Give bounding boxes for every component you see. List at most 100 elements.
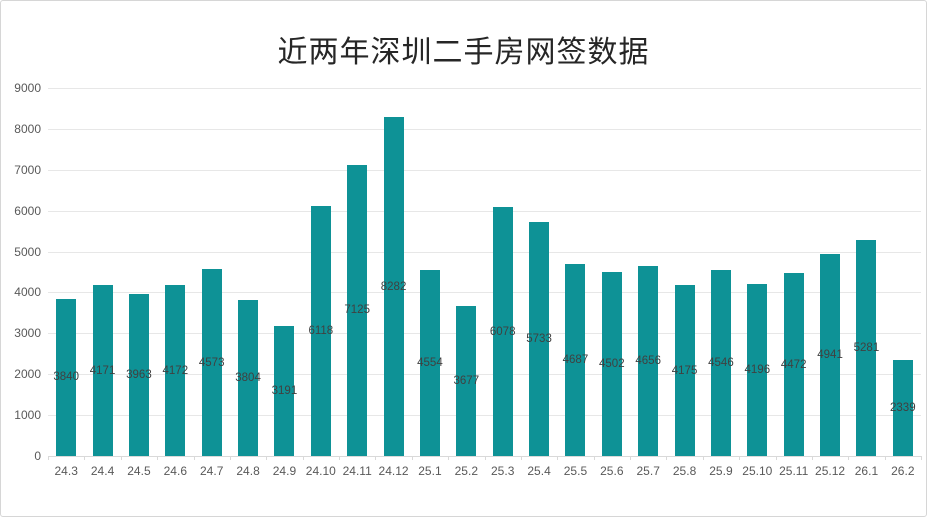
x-axis-tick (120, 456, 122, 460)
x-axis-category-label: 24.3 (54, 464, 78, 478)
bar-25.9 (710, 270, 731, 456)
bar-value-label: 4196 (744, 364, 771, 377)
x-axis-category-label: 25.1 (418, 464, 442, 478)
bar-value-label: 4171 (89, 364, 116, 377)
bar-value-label: 6118 (308, 324, 334, 337)
bar-24.3 (56, 299, 77, 456)
x-axis-category-label: 24.6 (163, 464, 187, 478)
x-axis-tick (702, 456, 704, 460)
bar-value-label: 8282 (380, 280, 407, 293)
x-axis-category-label: 24.9 (272, 464, 297, 478)
x-axis-tick (884, 456, 886, 460)
x-axis-tick (339, 456, 340, 460)
bar-value-label: 4554 (417, 356, 443, 369)
bar-25.11 (783, 273, 804, 456)
y-axis-tick-label: 7000 (14, 162, 41, 177)
x-axis-category-label: 25.6 (600, 464, 624, 478)
bar-25.8 (674, 285, 695, 456)
bar-value-label: 4175 (671, 364, 698, 377)
bar-24.11 (347, 164, 368, 456)
x-axis-category-label: 25.4 (527, 464, 551, 478)
x-axis-tick (630, 456, 631, 460)
bar-value-label: 6078 (489, 325, 516, 338)
gridline-9000 (48, 88, 921, 89)
gridline-2000 (48, 374, 921, 376)
gridline-4000 (48, 292, 921, 294)
bar-value-label: 3677 (453, 374, 480, 387)
x-axis-tick (593, 456, 595, 460)
bar-24.8 (238, 300, 259, 456)
x-axis-category-label: 26.1 (854, 464, 879, 478)
x-axis-category-label: 24.8 (236, 464, 260, 478)
x-axis-tick (266, 456, 268, 460)
x-axis-tick (448, 456, 450, 460)
gridline-5000 (48, 251, 921, 253)
bar-24.7 (201, 269, 222, 456)
bar-value-label: 4941 (817, 348, 843, 361)
y-axis-tick-label: 2000 (14, 367, 41, 382)
bar-26.1 (856, 240, 877, 456)
bar-25.7 (638, 265, 659, 456)
x-axis-category-label: 25.8 (672, 464, 697, 478)
y-axis-tick-label: 5000 (14, 244, 41, 259)
gridline-3000 (48, 333, 921, 335)
bar-value-label: 2339 (890, 402, 916, 415)
gridline-8000 (48, 128, 921, 130)
plot-area: 0 1000 2000 3000 4000 5000 6000 7000 8000 9000 384… (14, 81, 922, 478)
bar-value-label: 4546 (708, 357, 734, 370)
bar-value-label: 5281 (853, 342, 880, 355)
x-axis-tick (484, 456, 486, 460)
x-axis-tick (84, 456, 86, 460)
x-axis-category-label: 26.2 (891, 464, 915, 478)
y-axis-tick-label: 6000 (14, 203, 41, 218)
x-axis-category-label: 24.4 (90, 464, 115, 478)
x-axis-tick (157, 456, 159, 460)
x-axis-category-label: 25.3 (491, 464, 515, 478)
gridline-6000 (48, 210, 921, 212)
bar-24.6 (165, 285, 186, 456)
bar-24.9 (274, 325, 295, 456)
bar-value-label: 4472 (780, 358, 807, 371)
x-axis-category-label: 24.11 (342, 464, 372, 478)
bar-value-label: 4502 (599, 357, 625, 370)
bar-24.12 (383, 117, 404, 456)
x-axis-tick (411, 456, 413, 460)
bar-25.4 (529, 221, 550, 456)
y-axis-tick-label: 9000 (14, 81, 41, 95)
bar-25.10 (747, 284, 768, 456)
bar-value-label: 5733 (526, 332, 552, 345)
bar-24.4 (92, 285, 113, 456)
x-axis-category-label: 24.5 (127, 464, 151, 478)
bar-value-label: 4573 (198, 356, 225, 369)
x-axis-tick (48, 456, 49, 460)
x-axis-tick (229, 456, 231, 460)
bar-25.6 (601, 271, 622, 456)
x-axis-category-label: 24.12 (378, 464, 409, 478)
x-axis-tick (375, 456, 377, 460)
x-axis-category-label: 25.9 (709, 464, 733, 478)
x-axis-tick (193, 456, 195, 460)
x-axis-category-label: 25.11 (779, 464, 809, 478)
bar-value-label: 7125 (344, 304, 370, 317)
bar-25.1 (419, 269, 440, 456)
bar-25.12 (820, 253, 841, 456)
bar-value-label: 4172 (162, 364, 189, 377)
x-axis-tick (775, 456, 777, 460)
y-axis-tick-label: 8000 (14, 121, 41, 136)
bar-25.5 (565, 264, 586, 456)
x-axis-category-label: 25.7 (636, 464, 660, 478)
x-axis-category-label: 25.10 (742, 464, 773, 478)
bar-value-label: 4687 (562, 354, 589, 367)
x-axis-tick (921, 456, 922, 460)
bar-26.2 (892, 360, 913, 456)
chart-title: 近两年深圳二手房网签数据 (277, 35, 650, 70)
bar-25.3 (492, 207, 513, 456)
x-axis-category-label: 24.7 (200, 464, 224, 478)
y-axis-tick-label: 0 (34, 449, 41, 463)
x-axis-tick (302, 456, 304, 460)
bar-24.10 (310, 205, 331, 456)
bar-value-label: 3191 (271, 384, 298, 397)
gridline-7000 (48, 169, 921, 171)
x-axis-tick (557, 456, 559, 460)
